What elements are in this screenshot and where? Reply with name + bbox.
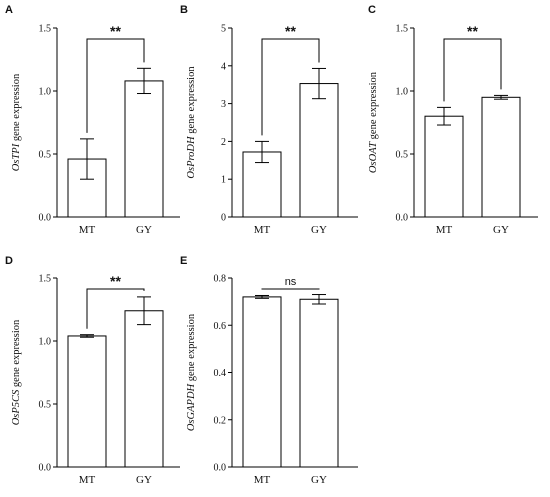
y-axis-label-gene: OsTPI: [11, 143, 22, 171]
y-axis-label-text: gene expression: [11, 73, 22, 144]
x-category-label: GY: [493, 224, 509, 236]
y-axis-label-gene: OsP5CS: [11, 389, 22, 425]
y-tick-label: 1.5: [396, 24, 409, 35]
y-axis-label-gene: OsProDH: [186, 135, 197, 179]
x-category-label: GY: [311, 474, 327, 486]
y-axis-label-text: gene expression: [368, 71, 379, 142]
y-tick-label: 1.0: [39, 337, 52, 348]
bar-gy: [299, 298, 339, 468]
y-axis-label: OsProDH gene expression: [186, 66, 197, 179]
y-tick-label: 1.0: [396, 87, 409, 98]
x-category-label: MT: [79, 224, 96, 236]
significance-bracket: [261, 288, 320, 290]
y-tick-label: 0.0: [39, 213, 52, 224]
bar-gy: [124, 80, 164, 218]
significance-bracket: [86, 288, 145, 329]
y-axis-label-gene: OsGAPDH: [186, 382, 197, 431]
y-tick-label: 2: [221, 137, 226, 148]
y-tick-label: 0: [221, 213, 226, 224]
y-tick-label: 0.0: [214, 463, 227, 474]
y-axis-label-text: gene expression: [11, 319, 22, 390]
x-category-label: MT: [436, 224, 453, 236]
significance-bracket: [86, 38, 145, 133]
significance-label: **: [285, 23, 296, 39]
significance-bracket: [443, 38, 502, 102]
significance-label: ns: [285, 276, 297, 288]
panel-c: C 0.0 0.5 1.0 1.5 OsOAT gene expression MT GY **: [368, 4, 538, 236]
y-tick-label: 0.6: [214, 321, 227, 332]
bar-mt: [242, 296, 282, 468]
bar-mt: [424, 115, 464, 218]
y-axis-label-text: gene expression: [186, 66, 197, 137]
y-tick-label: 1: [221, 175, 226, 186]
significance-label: **: [110, 23, 121, 39]
y-tick-label: 0.5: [396, 150, 409, 161]
panel-d: D 0.0 0.5 1.0 1.5 OsP5CS gene expression MT GY *…: [5, 255, 180, 486]
y-axis-label: OsOAT gene expression: [368, 71, 379, 173]
y-axis-label: OsGAPDH gene expression: [186, 313, 197, 431]
y-tick-label: 0.5: [39, 400, 52, 411]
bar-gy: [481, 96, 521, 218]
panel-letter: D: [5, 255, 13, 267]
x-category-label: GY: [136, 224, 152, 236]
y-tick-label: 3: [221, 99, 226, 110]
significance-bracket: [261, 38, 320, 136]
y-axis-label-gene: OsOAT: [368, 141, 379, 173]
y-tick-label: 0.0: [396, 213, 409, 224]
y-tick-label: 0.4: [214, 368, 227, 379]
panel-a: A 0.0 0.5 1.0 1.5 OsTPI gene expression MT GY **: [5, 4, 180, 236]
y-tick-label: 0.8: [214, 274, 227, 285]
x-category-label: MT: [254, 224, 271, 236]
bar-mt: [67, 335, 107, 468]
bar-gy: [299, 83, 339, 218]
panel-b: B 0 1 2 3 4 5 OsProDH gene expression MT GY **: [180, 4, 358, 236]
bar-gy: [124, 310, 164, 468]
significance-label: **: [467, 23, 478, 39]
x-category-label: MT: [79, 474, 96, 486]
y-axis-label-text: gene expression: [186, 313, 197, 384]
x-category-label: MT: [254, 474, 271, 486]
y-tick-label: 5: [221, 24, 226, 35]
panel-e: E 0.0 0.2 0.4 0.6 0.8 OsGAPDH gene expression M…: [180, 255, 358, 486]
y-axis-label: OsP5CS gene expression: [11, 319, 22, 425]
panel-letter: A: [5, 4, 13, 16]
significance-label: **: [110, 273, 121, 289]
panel-letter: C: [368, 4, 376, 16]
panel-letter: B: [180, 4, 188, 16]
y-tick-label: 0.2: [214, 415, 227, 426]
y-axis-label: OsTPI gene expression: [11, 73, 22, 171]
x-category-label: GY: [136, 474, 152, 486]
y-tick-label: 0.0: [39, 463, 52, 474]
y-tick-label: 1.0: [39, 87, 52, 98]
y-tick-label: 1.5: [39, 24, 52, 35]
y-tick-label: 4: [221, 61, 226, 72]
x-category-label: GY: [311, 224, 327, 236]
y-tick-label: 0.5: [39, 150, 52, 161]
panel-letter: E: [180, 255, 187, 267]
y-tick-label: 1.5: [39, 274, 52, 285]
